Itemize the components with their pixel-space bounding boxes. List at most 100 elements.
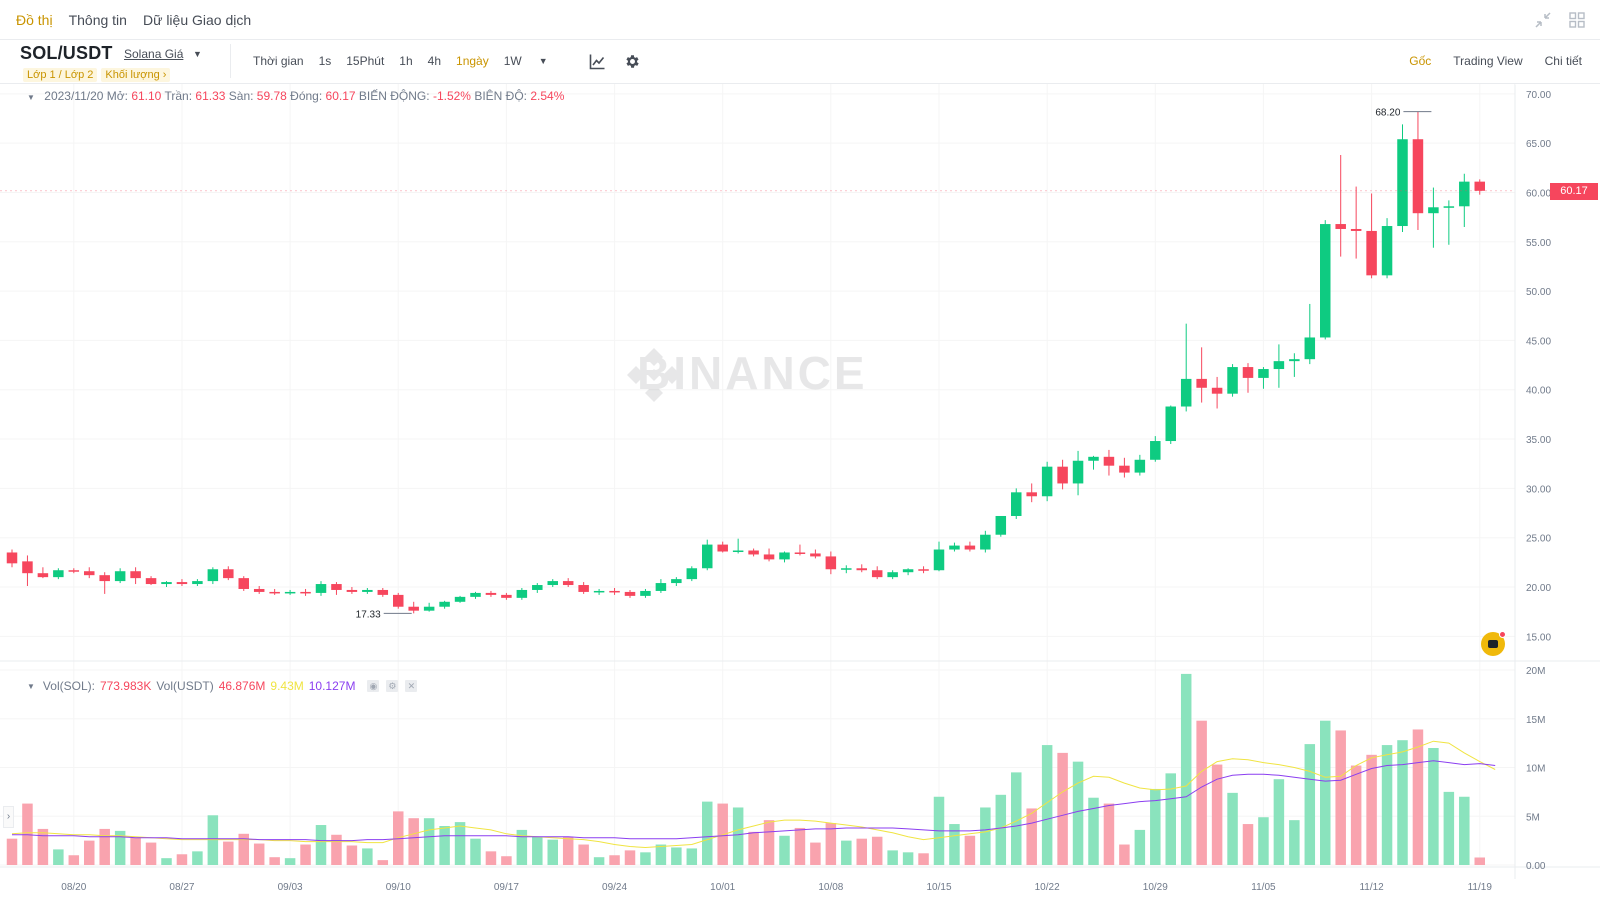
volume-bar xyxy=(794,827,806,865)
time-axis-label: 11/19 xyxy=(1468,882,1493,893)
candle-body xyxy=(238,578,249,589)
candle-body xyxy=(192,581,203,585)
volume-bar xyxy=(640,852,651,865)
pair-name-link[interactable]: Solana Giá xyxy=(124,47,184,61)
tab-info[interactable]: Thông tin xyxy=(68,11,127,28)
low-label: Sàn: xyxy=(228,89,254,103)
volume-bar xyxy=(284,858,296,865)
assistant-robot-icon[interactable] xyxy=(1481,631,1506,656)
candle-body xyxy=(1242,367,1254,378)
volume-bar xyxy=(22,803,33,865)
tab-trading-data[interactable]: Dữ liệu Giao dịch xyxy=(142,11,252,28)
indicator-chart-icon[interactable] xyxy=(589,53,606,70)
vol-usdt-value: 46.876M xyxy=(218,679,266,693)
candle-body xyxy=(1011,492,1022,516)
interval-more-caret-icon[interactable]: ▼ xyxy=(538,56,548,66)
ohlc-date: 2023/11/20 xyxy=(44,89,104,103)
candle-body xyxy=(686,568,698,580)
candle-body xyxy=(470,592,481,597)
volume-bar xyxy=(1242,824,1254,865)
pair-dropdown-caret-icon[interactable]: ▼ xyxy=(193,49,202,59)
tag-layer[interactable]: Lớp 1 / Lớp 2 xyxy=(23,68,98,82)
candle-body xyxy=(671,579,682,584)
candlestick-chart[interactable]: 68.20 17.33 70.00 65.00 60.00 55.00 50.00 45.00… xyxy=(0,84,1600,900)
low-price-annotation: 17.33 xyxy=(356,609,381,620)
volume-bar xyxy=(362,848,373,865)
eye-icon[interactable]: ◉ xyxy=(367,680,380,692)
candle-body xyxy=(609,590,620,593)
candle-body xyxy=(1289,359,1300,362)
view-tradingview[interactable]: Trading View xyxy=(1453,54,1523,68)
candle-body xyxy=(516,589,528,598)
candle-body xyxy=(918,569,929,571)
view-original[interactable]: Gốc xyxy=(1409,54,1432,68)
price-axis-label: 65.00 xyxy=(1526,139,1551,150)
volume-bar xyxy=(702,801,713,865)
candle-body xyxy=(253,588,265,592)
candle-body xyxy=(331,584,342,590)
price-axis-label: 70.00 xyxy=(1526,90,1551,101)
volume-collapse-caret-icon[interactable]: ▼ xyxy=(27,681,35,691)
gear-icon[interactable] xyxy=(624,53,641,70)
candle-body xyxy=(1211,387,1223,394)
tag-volume[interactable]: Khối lượng › xyxy=(101,68,171,82)
volume-bar xyxy=(1150,788,1161,865)
price-axis-label: 40.00 xyxy=(1526,386,1551,397)
candle-body xyxy=(1196,378,1207,388)
volume-bar xyxy=(887,850,898,865)
candle-body xyxy=(362,589,373,592)
interval-15m[interactable]: 15Phút xyxy=(346,54,385,68)
view-depth[interactable]: Chi tiết xyxy=(1544,54,1582,68)
change-label: BIẾN ĐỘNG: xyxy=(358,89,430,103)
volume-bar xyxy=(980,807,991,865)
volume-bar xyxy=(114,830,126,865)
vol-usdt-label: Vol(USDT) xyxy=(156,679,214,693)
interval-1w[interactable]: 1W xyxy=(503,54,522,68)
high-label: Trần: xyxy=(164,89,193,103)
volume-bar xyxy=(485,851,497,865)
candle-body xyxy=(439,601,450,607)
volume-bar xyxy=(161,858,172,865)
volume-bar xyxy=(1474,857,1485,865)
volume-bar xyxy=(408,818,419,865)
binance-logo-icon xyxy=(627,348,681,402)
chart-area[interactable]: 68.20 17.33 70.00 65.00 60.00 55.00 50.00 45.00… xyxy=(0,84,1600,900)
interval-4h[interactable]: 4h xyxy=(427,54,442,68)
volume-bar xyxy=(516,829,528,865)
price-axis-label: 20.00 xyxy=(1526,583,1551,594)
volume-bar xyxy=(99,828,110,865)
candle-body xyxy=(748,550,759,555)
interval-1d[interactable]: 1ngày xyxy=(456,54,489,68)
volume-axis-label: 10M xyxy=(1526,764,1545,775)
collapse-caret-icon[interactable]: ▼ xyxy=(27,93,35,102)
volume-bar xyxy=(1211,764,1223,865)
scroll-left-arrow-icon[interactable]: › xyxy=(3,806,14,828)
volume-bar xyxy=(1273,779,1285,865)
interval-time[interactable]: Thời gian xyxy=(253,54,304,68)
volume-bar xyxy=(1072,761,1084,865)
volume-bar xyxy=(1227,792,1238,865)
volume-bar xyxy=(315,825,327,865)
time-axis-label: 10/22 xyxy=(1035,882,1060,893)
time-axis-label: 10/01 xyxy=(710,882,735,893)
pair-symbol: SOL/USDT xyxy=(20,43,113,63)
candle-body xyxy=(562,581,574,586)
candle-body xyxy=(1474,181,1485,191)
volume-bar xyxy=(1258,817,1269,865)
volume-bar xyxy=(1103,803,1115,865)
candle-body xyxy=(779,552,790,560)
tab-chart[interactable]: Đồ thị xyxy=(16,11,53,28)
candle-body xyxy=(207,569,219,582)
interval-1h[interactable]: 1h xyxy=(399,54,413,68)
shrink-icon[interactable] xyxy=(1534,11,1552,29)
candle-body xyxy=(1304,337,1316,360)
close-icon[interactable]: ✕ xyxy=(405,680,418,692)
interval-1s[interactable]: 1s xyxy=(318,54,332,68)
price-axis-label: 45.00 xyxy=(1526,336,1551,347)
price-axis-label: 50.00 xyxy=(1526,287,1551,298)
settings-small-icon[interactable]: ⚙ xyxy=(386,680,399,692)
volume-bar xyxy=(1459,796,1470,865)
grid-layout-icon[interactable] xyxy=(1568,11,1586,29)
volume-bar xyxy=(1350,765,1362,865)
candle-body xyxy=(393,594,404,607)
